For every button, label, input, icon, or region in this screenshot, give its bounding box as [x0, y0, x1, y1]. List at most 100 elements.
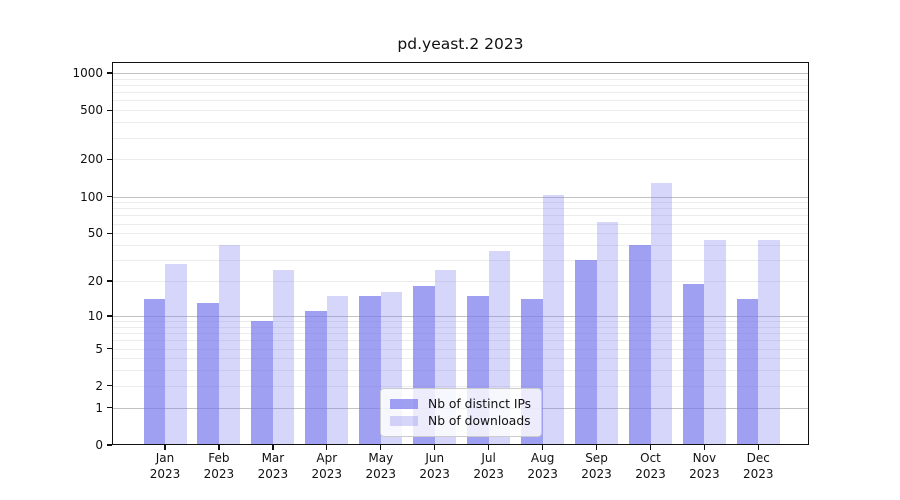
x-tick-year: 2023	[365, 466, 397, 481]
minor-gridline	[112, 137, 809, 139]
minor-gridline	[112, 333, 809, 334]
minor-gridline	[112, 233, 809, 235]
x-tick-label: Jun 2023	[403, 451, 467, 482]
minor-gridline	[112, 358, 809, 360]
y-tick-mark	[107, 407, 112, 409]
legend-entry-downloads: Nb of downloads	[381, 414, 541, 428]
bar-distinct-ips	[575, 260, 597, 445]
major-gridline	[112, 72, 809, 74]
x-tick-mark	[380, 445, 382, 450]
x-tick-year: 2023	[689, 466, 720, 481]
minor-gridline	[112, 208, 809, 210]
x-tick-label: Oct 2023	[619, 451, 683, 482]
x-tick-label: Sep 2023	[565, 451, 629, 482]
minor-gridline	[112, 348, 809, 350]
minor-gridline	[112, 321, 809, 322]
bar-downloads	[650, 182, 672, 445]
x-tick-label: Aug 2023	[511, 451, 575, 482]
x-tick-year: 2023	[527, 466, 558, 481]
x-tick-year: 2023	[257, 466, 289, 481]
x-tick-year: 2023	[473, 466, 504, 481]
x-tick-label: Feb 2023	[187, 451, 251, 482]
bar-downloads	[542, 194, 565, 445]
y-tick-mark	[107, 385, 112, 387]
legend-label-distinct-ips: Nb of distinct IPs	[428, 397, 532, 411]
bar-distinct-ips	[629, 245, 651, 445]
bar-distinct-ips	[251, 321, 273, 445]
minor-gridline	[112, 281, 809, 282]
minor-gridline	[112, 370, 809, 372]
bar-downloads	[218, 245, 241, 445]
major-gridline	[112, 315, 809, 317]
y-tick-label: 2	[95, 378, 103, 393]
y-tick-label: 100	[80, 189, 103, 204]
x-tick-year: 2023	[203, 466, 235, 481]
y-tick-label: 0	[95, 438, 103, 452]
minor-gridline	[112, 385, 809, 387]
bar-downloads	[165, 263, 187, 445]
y-tick-mark	[107, 158, 112, 161]
y-tick-label: 1	[95, 400, 103, 415]
minor-gridline	[112, 260, 809, 262]
y-tick-mark	[107, 347, 112, 350]
legend-label-downloads: Nb of downloads	[428, 414, 531, 428]
y-tick-label: 500	[80, 103, 103, 118]
major-gridline	[112, 196, 809, 198]
x-tick-mark	[487, 445, 490, 450]
x-tick-year: 2023	[149, 466, 181, 481]
y-tick-mark	[107, 72, 112, 74]
x-tick-mark	[326, 445, 328, 450]
minor-gridline	[112, 78, 809, 80]
chart-title: pd.yeast.2 2023	[397, 35, 524, 53]
x-tick-mark	[595, 445, 598, 450]
x-tick-label: Dec 2023	[726, 451, 790, 482]
bar-distinct-ips	[736, 299, 759, 445]
minor-gridline	[112, 215, 809, 217]
x-tick-year: 2023	[581, 466, 612, 481]
minor-gridline	[112, 84, 809, 86]
y-tick-mark	[107, 444, 112, 446]
x-tick-mark	[649, 445, 652, 450]
x-tick-label: Nov 2023	[672, 451, 736, 482]
x-tick-label: Apr 2023	[295, 451, 359, 482]
minor-gridline	[112, 223, 809, 225]
x-tick-label: Jul 2023	[457, 451, 521, 482]
minor-gridline	[112, 340, 809, 342]
x-tick-label: Mar 2023	[241, 451, 305, 482]
y-tick-mark	[107, 232, 112, 234]
x-tick-year: 2023	[743, 466, 774, 481]
y-tick-label: 20	[87, 274, 103, 288]
x-tick-label: May 2023	[349, 451, 413, 482]
downloads-swatch-icon	[390, 416, 418, 426]
minor-gridline	[112, 100, 809, 102]
y-tick-label: 50	[87, 226, 103, 241]
bar-distinct-ips	[197, 302, 219, 445]
x-tick-mark	[218, 445, 220, 450]
y-tick-mark	[107, 195, 112, 198]
y-tick-mark	[107, 109, 112, 111]
bar-distinct-ips	[682, 283, 705, 445]
bar-downloads	[596, 221, 618, 445]
bar-distinct-ips	[359, 295, 381, 445]
minor-gridline	[112, 159, 809, 161]
x-tick-mark	[757, 445, 759, 450]
y-tick-label: 5	[95, 341, 103, 356]
distinct-ips-swatch-icon	[390, 399, 418, 409]
legend-entry-distinct-ips: Nb of distinct IPs	[381, 397, 541, 411]
y-tick-mark	[107, 280, 112, 282]
minor-gridline	[112, 92, 809, 94]
minor-gridline	[112, 245, 809, 246]
x-tick-label: Jan 2023	[133, 451, 197, 482]
x-tick-year: 2023	[635, 466, 666, 481]
bar-downloads	[272, 269, 295, 445]
minor-gridline	[112, 110, 809, 112]
minor-gridline	[112, 202, 809, 204]
x-tick-mark	[541, 445, 544, 450]
legend: Nb of distinct IPs Nb of downloads	[380, 388, 542, 437]
minor-gridline	[112, 122, 809, 124]
x-tick-year: 2023	[419, 466, 450, 481]
y-tick-label: 10	[87, 308, 103, 323]
bar-distinct-ips	[143, 299, 165, 445]
y-tick-label: 1000	[72, 65, 103, 80]
